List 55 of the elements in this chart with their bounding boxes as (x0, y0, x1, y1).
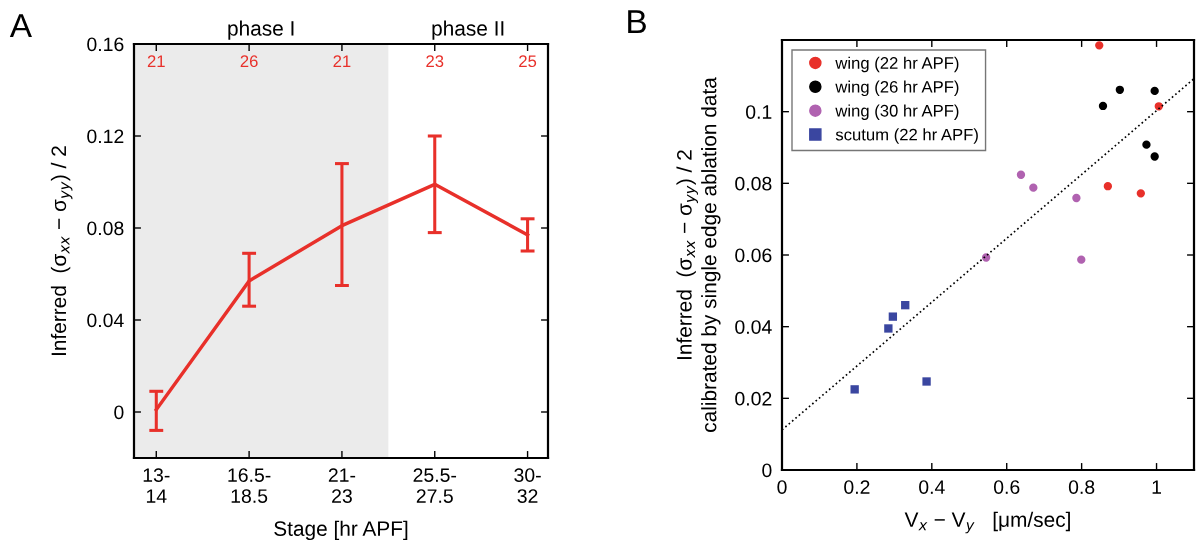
point (888, 312, 898, 321)
annotation: 21 (333, 55, 351, 67)
text: V$_{x}$ − V$_{y}$ [μm/sec] (904, 511, 1070, 534)
y-axis-title: Inferred (σ$_{xx}$ − σ$_{yy}$) / 2 (50, 146, 73, 356)
point (1077, 255, 1086, 264)
point (1136, 189, 1145, 198)
point (1016, 170, 1026, 179)
point (1098, 101, 1108, 111)
annotation: 25 (519, 55, 537, 68)
chart-title: A (9, 14, 32, 38)
text: phase I (228, 20, 294, 40)
x-tick-label: 21- 23 (328, 468, 356, 503)
point (1095, 41, 1104, 50)
point (850, 385, 859, 394)
point (1072, 193, 1081, 203)
annotation: 23 (426, 55, 444, 68)
point (922, 377, 931, 386)
point (884, 324, 893, 333)
y-tick-label: 0.06 (735, 248, 772, 263)
point (1150, 152, 1159, 161)
point (1103, 182, 1113, 191)
text: phase II (432, 20, 504, 40)
point (901, 301, 910, 310)
x-tick-label: 25.5- 27.5 (413, 468, 457, 503)
point (1115, 85, 1125, 94)
point (1150, 86, 1159, 96)
y-tick-label: 0.08 (87, 221, 124, 236)
annotation: 26 (240, 55, 258, 68)
y-tick-label: 0.04 (87, 313, 124, 328)
legend-label: wing (26 hr APF) (835, 80, 959, 97)
point (1029, 183, 1038, 192)
x-tick-label: 0.8 (1068, 480, 1095, 494)
y-tick-label: 0.1 (746, 105, 772, 119)
y-tick-label: 0.04 (735, 320, 772, 334)
x-axis-title: Stage [hr APF] (274, 520, 408, 541)
y-axis-title: Inferred (σ$_{xx}$ − σ$_{yy}$) / 2 calibrated by single edge ablation data (676, 77, 721, 432)
y-tick-label: 0.02 (735, 391, 772, 406)
x-tick-label: 0.4 (919, 480, 945, 494)
y-tick-label: 0.08 (735, 176, 772, 191)
legend-label: wing (30 hr APF) (835, 104, 959, 120)
x-tick-label: 13- 14 (143, 468, 170, 503)
x-tick-label: 0.2 (844, 480, 870, 494)
chart-title: B (628, 10, 646, 34)
y-tick-label: 0 (114, 405, 124, 420)
x-tick-label: 0 (777, 480, 787, 494)
x-tick-label: 1 (1152, 480, 1161, 494)
y-tick-label: 0.16 (87, 37, 124, 52)
annotation: 21 (147, 55, 165, 67)
legend-label: wing (22 hr APF) (835, 56, 959, 73)
point (1142, 140, 1151, 149)
x-tick-label: 0.6 (993, 480, 1020, 494)
x-tick-label: 16.5- 18.5 (228, 468, 271, 503)
legend-label: scutum (22 hr APF) (835, 128, 978, 144)
x-tick-label: 30- 32 (514, 468, 541, 503)
y-tick-label: 0.12 (87, 129, 124, 144)
